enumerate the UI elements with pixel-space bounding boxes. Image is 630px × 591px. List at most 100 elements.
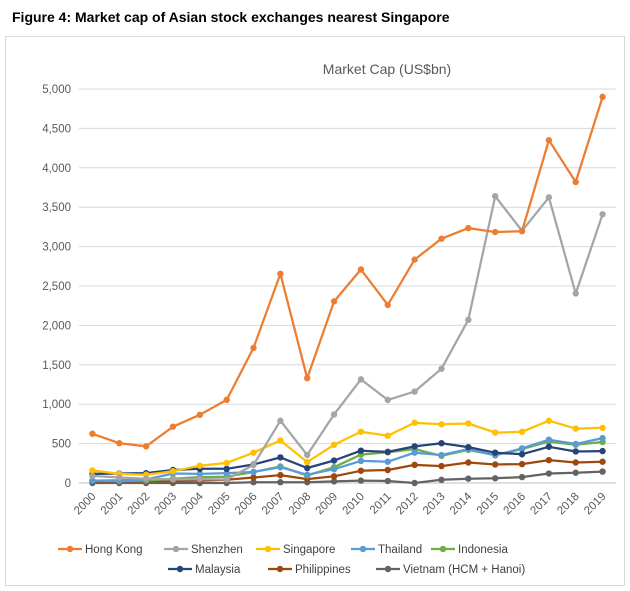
x-axis-ticks: 2000 2001 2002 2003 2004 2005 2006 2007 2008 2009…: [72, 490, 609, 517]
data-point: [357, 457, 365, 465]
legend-item: Thailand: [351, 544, 422, 556]
data-point: [196, 475, 204, 483]
legend: Hong Kong Shenzhen Singapore Thailand Indone…: [58, 544, 525, 576]
data-point: [518, 460, 526, 468]
x-tick-label: 2017: [528, 491, 555, 518]
data-point: [491, 461, 499, 468]
data-point: [465, 443, 472, 451]
legend-swatch-marker: [439, 545, 447, 553]
y-tick-label: 4,000: [42, 163, 71, 175]
y-tick-label: 0: [65, 478, 71, 490]
data-point: [304, 374, 311, 382]
data-point: [142, 443, 150, 450]
data-point: [277, 471, 284, 479]
data-point: [438, 440, 445, 447]
x-tick-label: 2013: [421, 491, 448, 518]
x-tick-label: 2016: [502, 491, 529, 518]
data-point: [518, 428, 526, 435]
data-point: [250, 461, 257, 469]
data-point: [545, 194, 553, 201]
data-point: [330, 411, 338, 418]
data-point: [465, 224, 472, 232]
x-tick-label: 2019: [582, 491, 609, 518]
data-point: [518, 473, 526, 481]
data-point: [304, 471, 311, 478]
data-point: [89, 472, 96, 480]
data-point: [518, 451, 526, 458]
data-point: [250, 474, 257, 481]
data-point: [277, 417, 284, 424]
y-tick-label: 3,500: [42, 202, 71, 214]
legend-swatch-marker: [384, 565, 392, 573]
data-point: [250, 468, 257, 476]
data-point: [572, 178, 579, 186]
legend-swatch-marker: [66, 545, 74, 553]
data-point: [465, 475, 472, 482]
data-point: [411, 256, 418, 263]
legend-label: Vietnam (HCM + Hanoi): [403, 564, 525, 576]
legend-item: Shenzhen: [164, 544, 243, 556]
data-point: [142, 475, 150, 482]
data-point: [277, 270, 284, 277]
legend-swatch-marker: [276, 565, 284, 573]
x-tick-label: 2007: [260, 491, 287, 518]
x-tick-label: 2006: [233, 491, 260, 518]
data-point: [330, 441, 338, 448]
data-point: [572, 440, 579, 448]
data-point: [438, 235, 445, 242]
data-point: [89, 467, 96, 474]
data-point: [116, 474, 123, 481]
data-point: [196, 462, 204, 469]
data-point: [223, 465, 230, 473]
legend-swatch-marker: [176, 565, 184, 573]
data-point: [384, 301, 391, 309]
data-point: [599, 458, 606, 465]
data-point: [599, 468, 606, 475]
series-lines: [89, 93, 606, 487]
data-point: [491, 475, 499, 482]
data-point: [572, 448, 579, 455]
line-chart: Market Cap (US$bn) 0 500 1,000 1,500 2,000 2,…: [42, 61, 616, 576]
data-point: [411, 449, 418, 456]
data-point: [277, 437, 284, 444]
series-line: [92, 96, 604, 448]
data-point: [518, 445, 526, 452]
x-tick-label: 2002: [126, 491, 153, 518]
x-tick-label: 2018: [555, 491, 582, 518]
data-point: [169, 467, 177, 475]
legend-item: Indonesia: [431, 544, 508, 556]
data-point: [599, 424, 606, 432]
data-point: [277, 479, 284, 486]
legend-label: Thailand: [378, 544, 422, 556]
data-point: [89, 430, 96, 437]
data-point: [304, 458, 311, 466]
series-line: [92, 195, 604, 481]
x-tick-label: 2004: [179, 490, 206, 517]
figure-title: Figure 4: Market cap of Asian stock exch…: [12, 9, 450, 25]
data-point: [438, 451, 445, 459]
data-point: [250, 449, 257, 456]
x-tick-label: 2003: [153, 491, 180, 518]
data-point: [438, 476, 445, 484]
x-tick-label: 2015: [475, 491, 502, 518]
data-point: [169, 423, 177, 430]
data-point: [572, 425, 579, 432]
data-point: [384, 458, 391, 465]
data-point: [384, 396, 391, 404]
data-point: [545, 137, 553, 144]
y-tick-label: 1,000: [42, 399, 71, 411]
data-point: [330, 457, 338, 464]
data-point: [223, 476, 230, 483]
data-point: [304, 451, 311, 459]
data-point: [491, 228, 499, 236]
data-point: [411, 419, 418, 426]
data-point: [491, 449, 499, 456]
legend-item: Philippines: [268, 564, 351, 576]
x-tick-label: 2009: [314, 491, 341, 518]
data-point: [411, 388, 418, 395]
legend-item: Vietnam (HCM + Hanoi): [376, 564, 525, 576]
data-point: [545, 443, 553, 450]
data-point: [357, 428, 365, 435]
legend-label: Malaysia: [195, 564, 241, 576]
legend-item: Singapore: [256, 544, 335, 556]
